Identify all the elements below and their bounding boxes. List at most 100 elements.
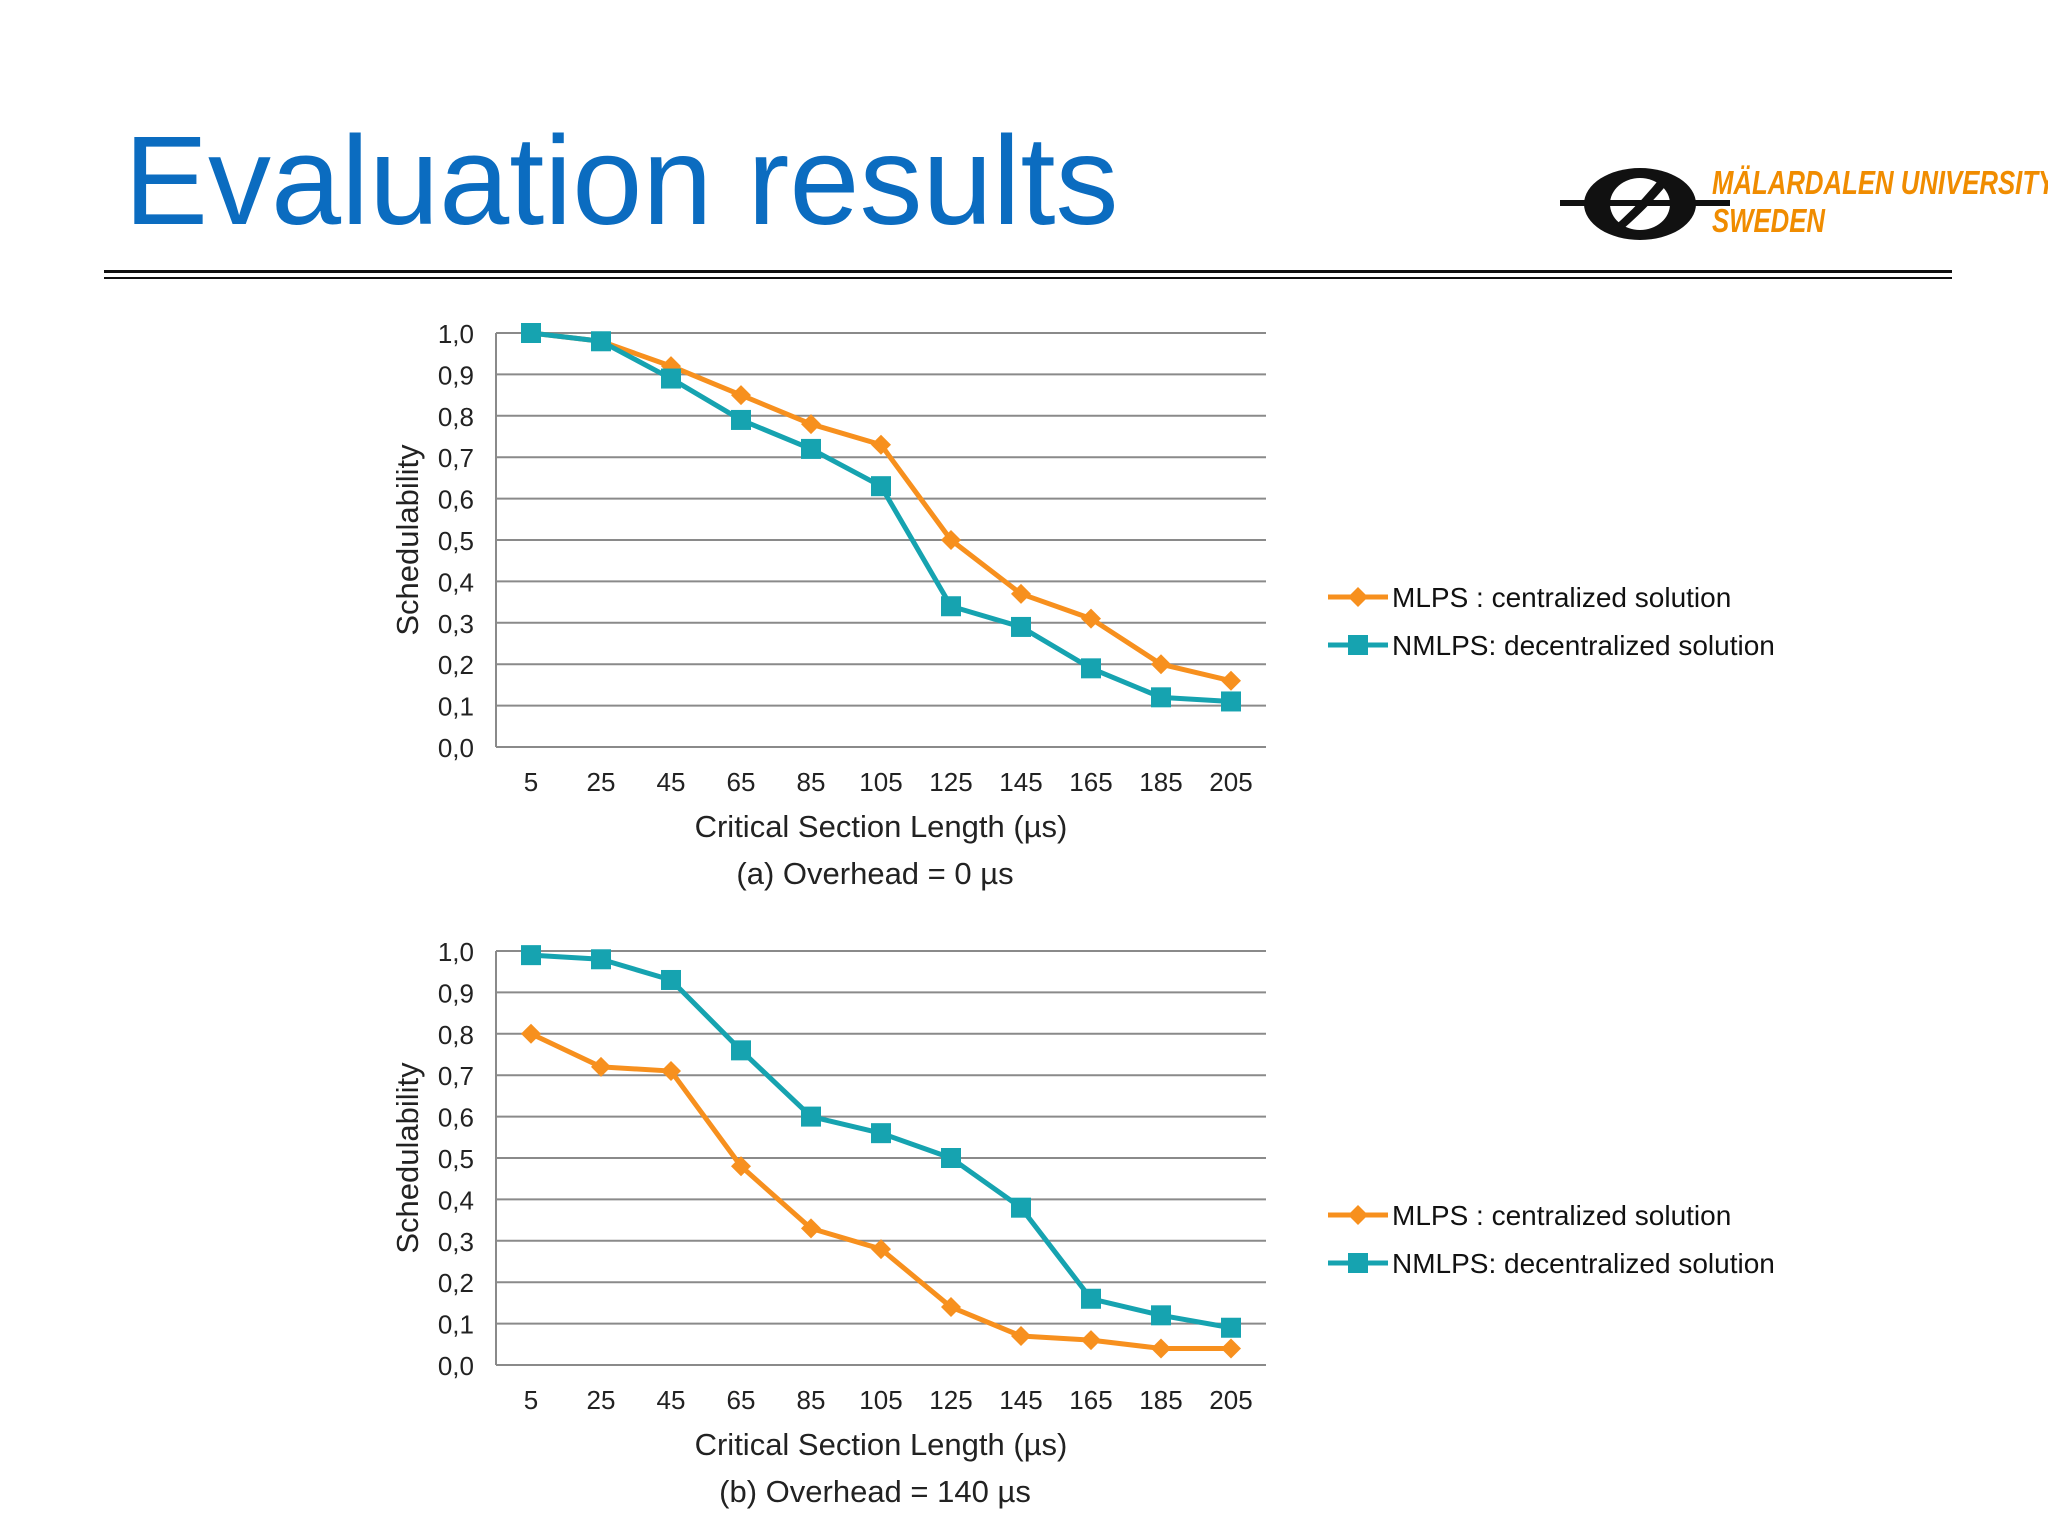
chart-b: 0,0 0,1 0,2 0,3 0,4 0,5 0,6 0,7 0,8 0,9 1,0 5 25 45 65… bbox=[0, 918, 2048, 1538]
data-point-square bbox=[871, 1123, 891, 1144]
data-point-diamond bbox=[1151, 1338, 1171, 1359]
x-tick-label: 185 bbox=[1139, 767, 1182, 797]
data-point-square bbox=[1081, 658, 1101, 679]
data-point-diamond bbox=[731, 385, 751, 406]
data-point-diamond bbox=[521, 1023, 541, 1044]
x-tick-label: 5 bbox=[524, 767, 538, 797]
y-tick-label: 0,3 bbox=[438, 609, 474, 639]
y-tick-label: 0,7 bbox=[438, 443, 474, 473]
x-tick-label: 125 bbox=[929, 767, 972, 797]
x-axis-label: Critical Section Length (µs) bbox=[695, 809, 1068, 844]
y-tick-label: 0,8 bbox=[438, 1020, 474, 1050]
legend-marker-square bbox=[1348, 635, 1368, 655]
data-point-square bbox=[1011, 616, 1031, 637]
data-point-diamond bbox=[801, 414, 821, 435]
title-divider-top bbox=[104, 270, 1952, 273]
y-tick-label: 0,0 bbox=[438, 1351, 474, 1381]
x-tick-label: 65 bbox=[727, 767, 756, 797]
data-point-square bbox=[1151, 1305, 1171, 1326]
y-tick-label: 1,0 bbox=[438, 319, 474, 349]
chart-caption: (b) Overhead = 140 µs bbox=[719, 1474, 1031, 1509]
x-tick-label: 105 bbox=[859, 1385, 902, 1415]
x-tick-label: 45 bbox=[657, 1385, 686, 1415]
series-line bbox=[530, 330, 1232, 704]
x-tick-label: 145 bbox=[999, 767, 1042, 797]
y-tick-label: 0,2 bbox=[438, 1268, 474, 1298]
data-point-square bbox=[731, 409, 751, 430]
data-point-square bbox=[801, 438, 821, 459]
data-point-diamond bbox=[941, 530, 961, 550]
x-tick-label: 85 bbox=[797, 767, 826, 797]
x-tick-label: 145 bbox=[999, 1385, 1042, 1415]
data-point-square bbox=[591, 331, 611, 352]
y-tick-label: 0,3 bbox=[438, 1227, 474, 1257]
series-line bbox=[530, 330, 1232, 684]
legend-marker-diamond bbox=[1348, 587, 1368, 607]
data-point-diamond bbox=[1081, 608, 1101, 629]
data-point-square bbox=[941, 1148, 961, 1168]
data-point-diamond bbox=[1081, 1330, 1101, 1351]
data-point-square bbox=[801, 1106, 821, 1127]
data-point-square bbox=[871, 476, 891, 497]
data-point-square bbox=[591, 949, 611, 970]
y-axis-label: Schedulability bbox=[390, 1062, 425, 1254]
data-point-diamond bbox=[941, 1297, 961, 1318]
x-tick-label: 205 bbox=[1209, 767, 1252, 797]
data-point-square bbox=[1011, 1197, 1031, 1218]
data-point-square bbox=[1081, 1288, 1101, 1309]
x-tick-label: 5 bbox=[524, 1385, 538, 1415]
x-tick-label: 105 bbox=[859, 767, 902, 797]
y-tick-label: 1,0 bbox=[438, 937, 474, 967]
y-axis-label: Schedulability bbox=[390, 444, 425, 636]
legend-entry: NMLPS: decentralized solution bbox=[1392, 1248, 1775, 1279]
data-point-diamond bbox=[731, 1156, 751, 1177]
data-point-diamond bbox=[871, 434, 891, 455]
data-point-diamond bbox=[1151, 654, 1171, 675]
x-axis-label: Critical Section Length (µs) bbox=[695, 1427, 1068, 1462]
y-tick-label: 0,2 bbox=[438, 650, 474, 680]
data-point-diamond bbox=[1011, 1326, 1031, 1347]
chart-caption: (a) Overhead = 0 µs bbox=[736, 856, 1013, 891]
data-point-square bbox=[731, 1040, 751, 1061]
data-point-square bbox=[1151, 687, 1171, 708]
x-tick-label: 45 bbox=[657, 767, 686, 797]
y-tick-label: 0,1 bbox=[438, 1310, 474, 1340]
series-line bbox=[529, 1031, 1231, 1351]
y-tick-label: 0,4 bbox=[438, 567, 474, 597]
data-point-diamond bbox=[1221, 1338, 1241, 1359]
legend-entry: MLPS : centralized solution bbox=[1392, 582, 1731, 613]
logo-line-1: MÄLARDALEN UNIVERSITY bbox=[1712, 164, 2048, 201]
data-point-diamond bbox=[1011, 583, 1031, 604]
data-point-diamond bbox=[1221, 670, 1241, 691]
x-tick-label: 185 bbox=[1139, 1385, 1182, 1415]
title-divider-bottom bbox=[104, 277, 1952, 279]
x-tick-label: 125 bbox=[929, 1385, 972, 1415]
data-point-square bbox=[1221, 1317, 1241, 1338]
university-logo-text: MÄLARDALEN UNIVERSITY SWEDEN bbox=[1712, 164, 2048, 240]
x-tick-label: 165 bbox=[1069, 767, 1112, 797]
x-tick-label: 205 bbox=[1209, 1385, 1252, 1415]
legend-marker-square bbox=[1348, 1253, 1368, 1273]
data-point-square bbox=[661, 368, 681, 389]
data-point-square bbox=[661, 969, 681, 990]
data-point-diamond bbox=[871, 1239, 891, 1260]
logo-line-2: SWEDEN bbox=[1712, 202, 1825, 239]
y-tick-label: 0,6 bbox=[438, 1103, 474, 1133]
data-point-square bbox=[521, 945, 541, 966]
data-point-diamond bbox=[661, 1061, 681, 1082]
chart-a: 0,0 0,1 0,2 0,3 0,4 0,5 0,6 0,7 0,8 0,9 1,0 5 25 45 65… bbox=[0, 300, 2048, 920]
y-tick-label: 0,5 bbox=[438, 526, 474, 556]
legend-entry: NMLPS: decentralized solution bbox=[1392, 630, 1775, 661]
slide-title: Evaluation results bbox=[124, 110, 1119, 251]
chart-svg: 0,0 0,1 0,2 0,3 0,4 0,5 0,6 0,7 0,8 0,9 1,0 5 25 45 65… bbox=[390, 937, 1775, 1509]
university-logo-icon bbox=[1560, 168, 1730, 240]
y-tick-label: 0,7 bbox=[438, 1061, 474, 1091]
x-tick-label: 85 bbox=[797, 1385, 826, 1415]
legend-marker-diamond bbox=[1348, 1205, 1368, 1225]
x-tick-label: 165 bbox=[1069, 1385, 1112, 1415]
y-tick-label: 0,5 bbox=[438, 1144, 474, 1174]
data-point-square bbox=[521, 323, 541, 343]
data-point-diamond bbox=[591, 1056, 611, 1077]
y-tick-label: 0,1 bbox=[438, 692, 474, 722]
y-tick-label: 0,8 bbox=[438, 402, 474, 432]
